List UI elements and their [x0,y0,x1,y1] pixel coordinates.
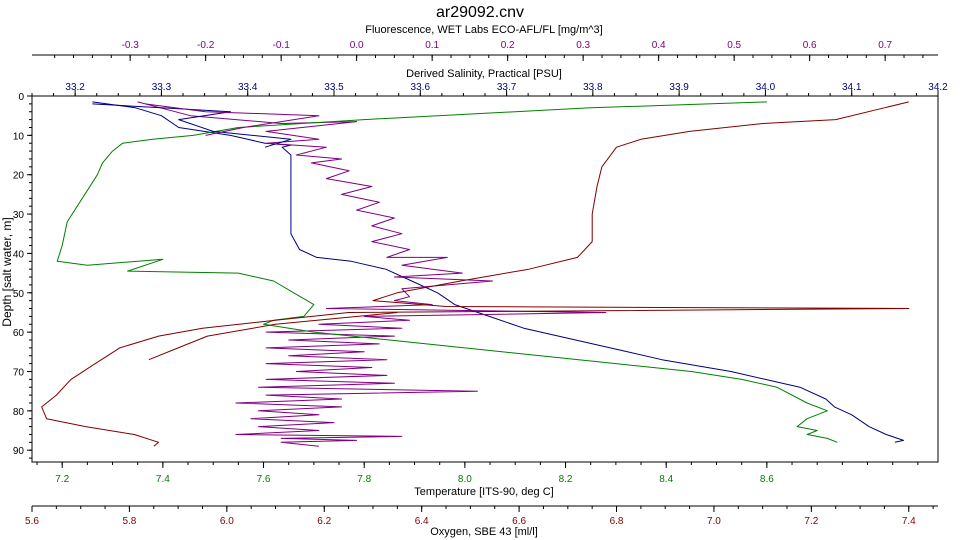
salinity-tick-label: 33.2 [65,82,85,93]
salinity-tick-label: 33.7 [497,82,517,93]
series-layer [41,101,910,447]
fluorescence-tick-label: 0.0 [350,40,364,51]
oxygen-axis: 5.6 5.8 6.0 6.2 6.4 6.6 6.8 7.0 7.2 7.4 Oxygen, S… [25,505,938,538]
oxygen-tick-label: 6.8 [610,516,624,527]
depth-tick-label: 60 [13,328,25,339]
temperature-profile-line [56,101,838,443]
salinity-tick-label: 33.3 [152,82,172,93]
oxygen-tick-label: 6.2 [317,516,331,527]
salinity-tick-label: 34.1 [842,82,862,93]
oxygen-tick-label: 6.6 [512,516,526,527]
salinity-profile-line [92,101,904,443]
oxygen-tick-label: 7.0 [707,516,721,527]
oxygen-profile-line [41,101,910,447]
salinity-axis-label: Derived Salinity, Practical [PSU] [406,68,562,80]
oxygen-axis-label: Oxygen, SBE 43 [ml/l] [430,526,538,538]
fluorescence-tick-label: -0.1 [273,40,291,51]
salinity-tick-label: 34.0 [756,82,776,93]
salinity-tick-label: 33.6 [411,82,431,93]
fluorescence-tick-label: -0.3 [122,40,140,51]
temperature-tick-label: 8.6 [760,474,774,485]
fluorescence-tick-label: 0.4 [652,40,666,51]
depth-tick-label: 20 [13,171,25,182]
fluorescence-profile-line [137,101,607,447]
temperature-tick-label: 7.8 [357,474,371,485]
fluorescence-axis-label: Fluorescence, WET Labs ECO-AFL/FL [mg/m^… [365,24,602,36]
fluorescence-tick-label: 0.1 [425,40,439,51]
temperature-tick-label: 8.2 [559,474,573,485]
depth-tick-label: 80 [13,407,25,418]
depth-tick-label: 30 [13,210,25,221]
salinity-profile-line [92,103,292,148]
salinity-axis: Derived Salinity, Practical [PSU] 33.2 33… [31,68,948,97]
depth-tick-label: 50 [13,289,25,300]
salinity-tick-label: 33.5 [324,82,344,93]
chart-title: ar29092.cnv [436,4,524,21]
fluorescence-tick-label: 0.6 [803,40,817,51]
depth-tick-label: 90 [13,446,25,457]
depth-tick-label: 40 [13,249,25,260]
depth-tick-label: 70 [13,367,25,378]
temperature-axis-label: Temperature [ITS-90, deg C] [414,486,553,498]
oxygen-profile-line [148,312,398,361]
temperature-tick-label: 7.2 [55,474,69,485]
fluorescence-axis: Fluorescence, WET Labs ECO-AFL/FL [mg/m^… [32,24,938,61]
fluorescence-tick-label: 0.3 [576,40,590,51]
plot-area [31,95,939,463]
oxygen-tick-label: 7.2 [804,516,818,527]
depth-tick-label: 0 [18,92,24,103]
temperature-tick-label: 8.0 [458,474,472,485]
oxygen-tick-label: 5.6 [25,516,39,527]
depth-tick-label: 10 [13,131,25,142]
temperature-tick-label: 8.4 [659,474,673,485]
fluorescence-profile-line [145,103,320,136]
salinity-tick-label: 33.9 [669,82,689,93]
temperature-tick-label: 7.6 [257,474,271,485]
oxygen-tick-label: 6.0 [220,516,234,527]
oxygen-tick-label: 6.4 [415,516,429,527]
temperature-axis: 7.2 7.4 7.6 7.8 8.0 8.2 8.4 8.6 Temperature [IT… [36,462,919,498]
depth-axis-label: Depth [salt water, m] [0,217,14,326]
fluorescence-tick-label: 0.5 [727,40,741,51]
salinity-tick-label: 34.2 [928,82,948,93]
fluorescence-tick-label: -0.2 [197,40,215,51]
temperature-tick-label: 7.4 [156,474,170,485]
salinity-tick-label: 33.4 [238,82,258,93]
oxygen-tick-label: 7.4 [902,516,916,527]
fluorescence-tick-label: 0.2 [501,40,515,51]
oxygen-tick-label: 5.8 [122,516,136,527]
salinity-tick-label: 33.8 [583,82,603,93]
fluorescence-tick-label: 0.7 [878,40,892,51]
depth-axis: Depth [salt water, m] 0 10 20 30 40 50 60 70 80 9… [0,92,32,459]
